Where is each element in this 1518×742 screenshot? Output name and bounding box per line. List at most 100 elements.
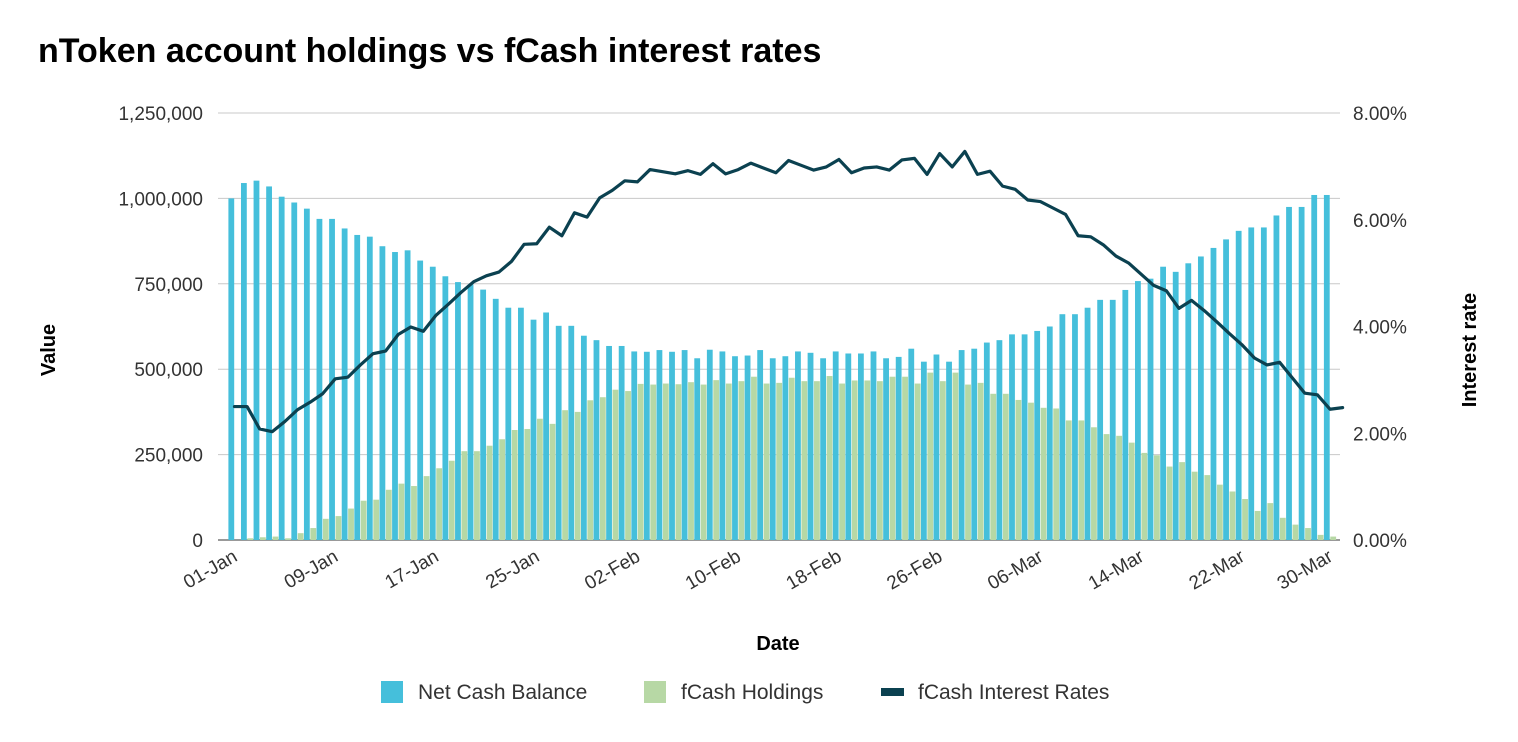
bar-fcash-holdings: [549, 423, 556, 540]
bar-net-cash-balance: [820, 358, 827, 540]
bar-net-cash-balance: [706, 349, 713, 540]
bar-net-cash-balance: [518, 307, 524, 540]
bar-net-cash-balance: [455, 282, 461, 540]
bar-net-cash-balance: [795, 351, 801, 540]
bar-fcash-holdings: [436, 468, 443, 540]
rate-line: [232, 149, 1345, 434]
bar-net-cash-balance: [732, 356, 738, 540]
bar-fcash-holdings: [524, 428, 531, 540]
bar-net-cash-balance: [366, 236, 373, 540]
bar-fcash-holdings: [751, 376, 757, 540]
bar-fcash-holdings: [285, 538, 291, 540]
bar-fcash-holdings: [801, 381, 808, 540]
bar-net-cash-balance: [240, 183, 247, 540]
chart-title: nToken account holdings vs fCash interes…: [38, 32, 822, 70]
bar-net-cash-balance: [417, 260, 424, 540]
bar-fcash-holdings: [713, 380, 720, 540]
bar-net-cash-balance: [1323, 194, 1330, 541]
bar-net-cash-balance: [379, 246, 386, 540]
x-tick-label: 30-Mar: [1274, 546, 1337, 595]
x-tick-label: 14-Mar: [1085, 546, 1148, 595]
bar-net-cash-balance: [480, 289, 487, 540]
bar-net-cash-balance: [429, 266, 436, 540]
bar-net-cash-balance: [568, 325, 575, 540]
bar-fcash-holdings: [448, 460, 455, 540]
x-tick-label: 25-Jan: [482, 546, 543, 593]
bar-fcash-holdings: [1154, 455, 1160, 540]
bar-fcash-holdings: [1254, 510, 1261, 540]
bar-net-cash-balance: [392, 252, 398, 540]
bar-fcash-holdings: [625, 391, 631, 540]
bar-net-cash-balance: [1197, 256, 1204, 540]
y-tick-label: 500,000: [134, 360, 203, 381]
legend-swatch-net-cash-balance: [381, 681, 403, 703]
bar-net-cash-balance: [669, 351, 675, 540]
x-tick-label: 06-Mar: [984, 546, 1047, 595]
bar-fcash-holdings: [411, 486, 417, 540]
bar-net-cash-balance: [341, 228, 348, 540]
x-tick-label: 26-Feb: [884, 546, 947, 594]
bar-net-cash-balance: [782, 356, 789, 540]
bar-fcash-holdings: [385, 489, 392, 540]
bar-net-cash-balance: [316, 218, 323, 540]
bar-fcash-holdings: [587, 400, 594, 540]
bar-net-cash-balance: [908, 348, 915, 540]
bar-fcash-holdings: [1015, 399, 1022, 540]
bar-net-cash-balance: [442, 276, 449, 540]
bar-fcash-holdings: [977, 382, 984, 540]
x-tick-label: 22-Mar: [1186, 546, 1249, 595]
bar-net-cash-balance: [933, 354, 940, 540]
bar-fcash-holdings: [1292, 524, 1299, 540]
bar-net-cash-balance: [1185, 263, 1192, 540]
bar-fcash-holdings: [1242, 499, 1248, 540]
y-tick-label: 0: [192, 531, 203, 552]
bar-net-cash-balance: [1122, 289, 1129, 540]
bar-fcash-holdings: [599, 397, 606, 540]
y-axis-left-ticks: 0 250,000 500,000 750,000 1,000,000 1,250,000: [118, 104, 203, 552]
bar-fcash-holdings: [788, 377, 795, 540]
bar-fcash-holdings: [1166, 466, 1173, 540]
x-tick-label: 01-Jan: [180, 546, 241, 593]
bar-fcash-holdings: [1078, 420, 1085, 540]
bar-net-cash-balance: [1109, 299, 1116, 540]
bar-fcash-holdings: [776, 382, 783, 540]
bar-net-cash-balance: [845, 353, 852, 540]
bar-net-cash-balance: [505, 307, 512, 540]
legend-label-fcash-interest-rates: fCash Interest Rates: [918, 681, 1109, 704]
bar-fcash-holdings: [486, 445, 493, 540]
bar-net-cash-balance: [580, 335, 587, 540]
bar-net-cash-balance: [593, 340, 600, 540]
bar-net-cash-balance: [1223, 239, 1229, 540]
bar-net-cash-balance: [492, 298, 499, 540]
bar-fcash-holdings: [1103, 434, 1110, 540]
bar-fcash-holdings: [272, 536, 279, 540]
bar-fcash-holdings: [1216, 484, 1223, 540]
bar-fcash-holdings: [574, 411, 581, 540]
bar-net-cash-balance: [1311, 194, 1318, 541]
x-axis-title: Date: [756, 633, 799, 655]
bar-fcash-holdings: [763, 383, 770, 540]
bar-fcash-holdings: [612, 389, 619, 540]
y-tick-label: 250,000: [134, 446, 203, 467]
bar-fcash-holdings: [927, 372, 934, 540]
bar-net-cash-balance: [1034, 330, 1041, 540]
bar-net-cash-balance: [1160, 266, 1166, 540]
bars: [228, 180, 1337, 541]
bar-net-cash-balance: [631, 351, 638, 540]
bar-fcash-holdings: [688, 382, 694, 540]
bar-net-cash-balance: [1072, 314, 1078, 540]
bar-fcash-holdings: [1330, 536, 1337, 540]
bar-net-cash-balance: [958, 350, 965, 540]
bar-fcash-holdings: [335, 516, 342, 540]
y2-tick-label: 8.00%: [1353, 104, 1407, 125]
bar-net-cash-balance: [530, 319, 537, 540]
bar-fcash-holdings: [1141, 452, 1148, 540]
bar-fcash-holdings: [952, 372, 959, 540]
bar-fcash-holdings: [1116, 435, 1123, 540]
bar-net-cash-balance: [329, 218, 335, 540]
x-tick-label: 02-Feb: [581, 546, 644, 594]
bar-net-cash-balance: [1084, 307, 1091, 540]
bar-fcash-holdings: [725, 383, 732, 540]
bar-fcash-holdings: [398, 483, 405, 540]
